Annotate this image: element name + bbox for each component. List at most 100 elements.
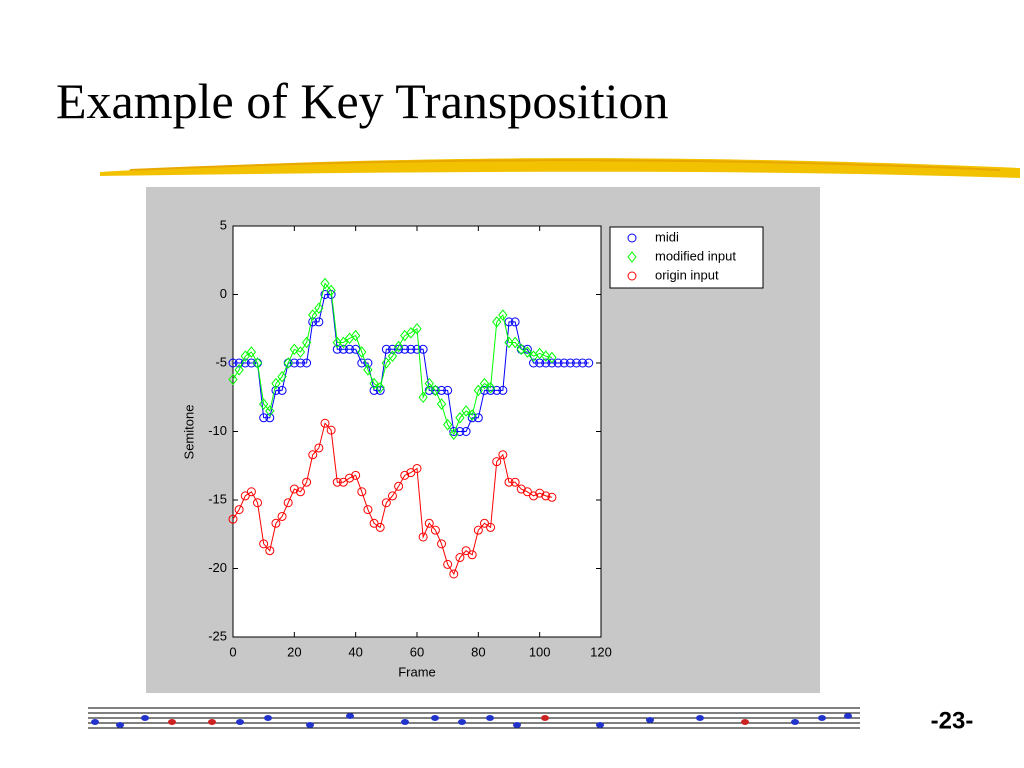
circle-marker (320, 418, 330, 428)
x-tick-label: 60 (410, 644, 424, 659)
circle-marker (400, 470, 410, 480)
x-axis-label: Frame (398, 664, 436, 679)
circle-marker (259, 539, 269, 549)
circle-marker (228, 358, 238, 368)
diamond-marker (535, 347, 545, 360)
music-strip (88, 707, 1024, 729)
diamond-marker (522, 346, 533, 358)
page-number: -23- (931, 707, 974, 734)
y-tick-label: -5 (215, 354, 227, 369)
circle-marker (437, 539, 447, 549)
legend-label: midi (655, 229, 679, 244)
diamond-marker (314, 302, 324, 315)
title-underline-stroke (129, 159, 1001, 171)
plot-area (232, 225, 602, 638)
circle-marker (394, 481, 404, 491)
circle-marker (461, 427, 471, 436)
circle-marker (338, 477, 348, 487)
diamond-marker (252, 357, 263, 369)
circle-marker (289, 484, 299, 494)
diamond-marker (259, 398, 269, 410)
diamond-marker (295, 346, 306, 358)
circle-marker (283, 498, 293, 508)
circle-marker (449, 569, 459, 579)
y-tick-label: -10 (208, 423, 227, 438)
circle-marker (363, 505, 373, 515)
x-tick-label: 40 (348, 644, 362, 659)
circle-marker (265, 546, 275, 556)
y-tick-label: -25 (208, 628, 227, 643)
circle-marker (529, 358, 539, 368)
circle-marker (295, 487, 305, 497)
diamond-marker (271, 377, 281, 390)
circle-marker (406, 344, 416, 354)
circle-marker (240, 358, 250, 368)
diamond-marker (375, 381, 385, 394)
diamond-marker (277, 370, 287, 383)
circle-marker (369, 518, 379, 528)
slide-title: Example of Key Transposition (56, 73, 668, 129)
circle-marker (522, 344, 532, 354)
x-tick-label: 100 (529, 644, 551, 659)
diamond-marker (363, 364, 373, 376)
circle-marker (277, 511, 287, 521)
diamond-marker (308, 309, 318, 321)
circle-marker (547, 492, 557, 502)
circle-marker (418, 532, 428, 542)
circle-marker (473, 525, 483, 535)
legend-label: origin input (655, 267, 719, 282)
y-tick-label: 0 (220, 286, 227, 301)
circle-marker (504, 477, 514, 487)
diamond-marker (485, 381, 496, 394)
diamond-marker (516, 343, 526, 356)
diamond-marker (627, 251, 637, 263)
circle-marker (271, 385, 281, 395)
diamond-marker (301, 336, 312, 349)
circle-marker (394, 344, 404, 354)
circle-marker (553, 358, 563, 368)
series-line (232, 422, 553, 576)
diamond-marker (424, 377, 434, 390)
circle-marker (406, 468, 416, 478)
diamond-marker (369, 377, 379, 390)
circle-marker (455, 553, 465, 563)
diamond-marker (461, 405, 471, 417)
circle-marker (387, 491, 397, 501)
circle-marker (627, 271, 637, 281)
diamond-marker (283, 357, 293, 369)
circle-marker (345, 473, 355, 483)
circle-marker (265, 413, 275, 423)
diamond-marker (332, 336, 342, 349)
diamond-marker (467, 409, 477, 421)
circle-marker (437, 385, 447, 395)
circle-marker (627, 233, 637, 243)
circle-marker (571, 358, 581, 368)
circle-marker (424, 518, 434, 528)
circle-marker (559, 358, 569, 368)
circle-marker (289, 358, 299, 368)
diamond-marker (436, 398, 447, 410)
circle-marker (332, 344, 342, 354)
circle-marker (584, 358, 594, 368)
diamond-marker (455, 411, 465, 424)
diamond-marker (246, 346, 257, 358)
circle-marker (443, 559, 453, 569)
diamond-marker (381, 357, 391, 369)
circle-marker (449, 427, 459, 436)
circle-marker (277, 385, 287, 395)
circle-marker (467, 550, 477, 560)
circle-marker (314, 317, 324, 327)
circle-marker (381, 498, 391, 508)
diamond-marker (541, 350, 551, 362)
diamond-marker (430, 384, 441, 397)
diamond-marker (479, 377, 490, 390)
circle-marker (541, 358, 551, 368)
diamond-marker (492, 316, 502, 328)
circle-marker (345, 344, 355, 354)
diamond-marker (240, 350, 250, 362)
circle-marker (271, 518, 281, 528)
legend-entries: midi modified input origin input (627, 229, 736, 282)
circle-marker (510, 317, 520, 327)
circle-marker (510, 477, 520, 487)
